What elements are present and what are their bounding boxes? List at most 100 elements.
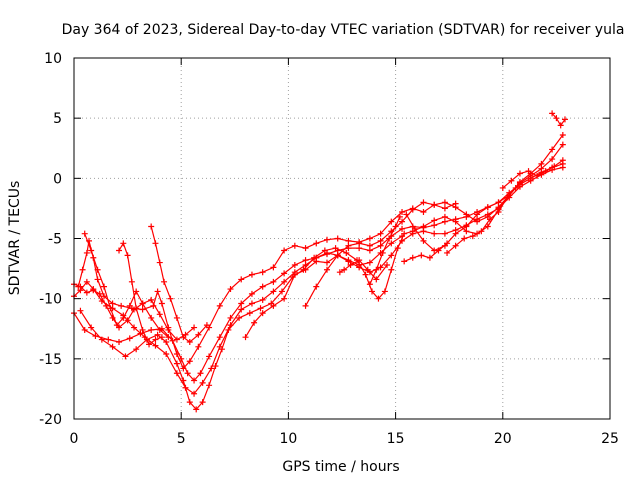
- data-point-track-11-6: [463, 223, 470, 230]
- data-point-track-4-2: [83, 249, 90, 256]
- data-point-track-6-3: [101, 283, 108, 290]
- series-track-10: [302, 199, 459, 309]
- data-point-track-2-13: [191, 390, 198, 397]
- data-point-track-12-3: [386, 235, 393, 242]
- data-point-track-13-5: [486, 216, 493, 223]
- data-point-track-12-5: [396, 213, 403, 220]
- data-point-track-10-0: [302, 302, 309, 309]
- data-point-track-3-34: [388, 266, 395, 273]
- data-point-track-3-3: [109, 343, 116, 350]
- data-point-track-7-3: [128, 278, 135, 285]
- data-point-track-3-7: [154, 331, 161, 338]
- data-point-track-4-18: [195, 343, 202, 350]
- series-track-8: [148, 223, 210, 345]
- data-point-track-6-10: [148, 314, 155, 321]
- y-tick-label-1: -15: [39, 352, 62, 368]
- data-point-track-5-2: [83, 289, 90, 296]
- data-point-track-12-1: [373, 266, 380, 273]
- data-point-track-9-12: [366, 259, 373, 266]
- data-point-track-15-1: [341, 266, 348, 273]
- data-point-track-8-6: [180, 334, 187, 341]
- y-tick-label-4: 0: [53, 171, 62, 187]
- data-point-track-3-30: [362, 271, 369, 278]
- series-track-3: [77, 141, 566, 413]
- data-point-track-4-51: [549, 146, 556, 153]
- data-point-track-4-37: [399, 209, 406, 216]
- data-point-track-4-36: [388, 218, 395, 225]
- data-point-track-1-2: [92, 332, 99, 339]
- data-point-track-1-20: [270, 278, 277, 285]
- data-point-track-4-21: [227, 286, 234, 293]
- series-track-6: [81, 230, 172, 341]
- grid-lines: [74, 58, 610, 419]
- data-point-track-4-44: [474, 218, 481, 225]
- data-point-track-7-8: [158, 334, 165, 341]
- data-point-track-4-50: [538, 160, 545, 167]
- data-point-track-11-9: [495, 199, 502, 206]
- series-track-17: [499, 157, 566, 191]
- data-point-track-16-4: [435, 247, 442, 254]
- data-point-track-1-12: [191, 377, 198, 384]
- data-point-track-3-8: [163, 338, 170, 345]
- data-point-track-8-2: [156, 259, 163, 266]
- data-point-track-8-5: [173, 314, 180, 321]
- data-point-track-11-5: [452, 230, 459, 237]
- data-point-track-3-11: [186, 399, 193, 406]
- data-point-track-7-4: [133, 305, 140, 312]
- data-point-track-6-0: [81, 230, 88, 237]
- data-point-track-4-7: [109, 300, 116, 307]
- data-point-track-9-5: [291, 271, 298, 278]
- data-point-track-4-6: [101, 293, 108, 300]
- data-point-track-5-5: [103, 302, 110, 309]
- data-series: [71, 110, 568, 413]
- data-point-track-3-22: [278, 288, 285, 295]
- data-point-track-14-3: [561, 116, 568, 123]
- data-point-track-8-1: [152, 240, 159, 247]
- data-point-track-9-8: [323, 259, 330, 266]
- series-line-track-16: [403, 242, 448, 262]
- data-point-track-2-31: [377, 264, 384, 271]
- data-point-track-7-7: [152, 336, 159, 343]
- series-track-7: [116, 240, 165, 348]
- data-point-track-16-5: [444, 240, 451, 247]
- x-tick-label-5: 25: [601, 431, 619, 447]
- data-point-track-3-38: [420, 223, 427, 230]
- data-point-track-4-5: [94, 276, 101, 283]
- y-tick-label-2: -10: [39, 292, 62, 308]
- data-point-track-1-19: [259, 283, 266, 290]
- data-point-track-1-4: [116, 338, 123, 345]
- data-point-track-11-2: [420, 237, 427, 244]
- data-point-track-13-7: [504, 194, 511, 201]
- data-point-track-7-0: [116, 247, 123, 254]
- data-point-track-12-4: [392, 223, 399, 230]
- data-point-track-2-19: [248, 300, 255, 307]
- data-point-track-3-2: [98, 336, 105, 343]
- series-track-16: [401, 240, 451, 265]
- data-point-track-5-16: [191, 324, 198, 331]
- data-point-track-7-1: [120, 240, 127, 247]
- data-point-track-6-2: [94, 266, 101, 273]
- data-point-track-7-2: [124, 252, 131, 259]
- data-point-track-9-2: [259, 310, 266, 317]
- data-point-track-16-0: [401, 258, 408, 265]
- data-point-track-10-3: [334, 252, 341, 259]
- data-point-track-3-31: [369, 288, 376, 295]
- y-axis-label: SDTVAR / TECUs: [7, 181, 23, 296]
- data-point-track-17-2: [516, 170, 523, 177]
- data-point-track-2-11: [173, 370, 180, 377]
- data-point-track-17-5: [542, 168, 549, 175]
- data-point-track-4-13: [158, 300, 165, 307]
- data-point-track-3-4: [122, 353, 129, 360]
- series-track-12: [366, 213, 403, 288]
- data-point-track-10-7: [377, 237, 384, 244]
- data-point-track-3-0: [77, 307, 84, 314]
- data-point-track-1-14: [206, 353, 213, 360]
- data-point-track-2-36: [431, 230, 438, 237]
- data-point-track-5-14: [173, 336, 180, 343]
- data-point-track-4-29: [313, 240, 320, 247]
- data-point-track-6-5: [113, 322, 120, 329]
- data-point-track-3-32: [375, 295, 382, 302]
- data-point-track-2-7: [131, 324, 138, 331]
- data-point-track-6-1: [88, 247, 95, 254]
- data-point-track-4-23: [248, 271, 255, 278]
